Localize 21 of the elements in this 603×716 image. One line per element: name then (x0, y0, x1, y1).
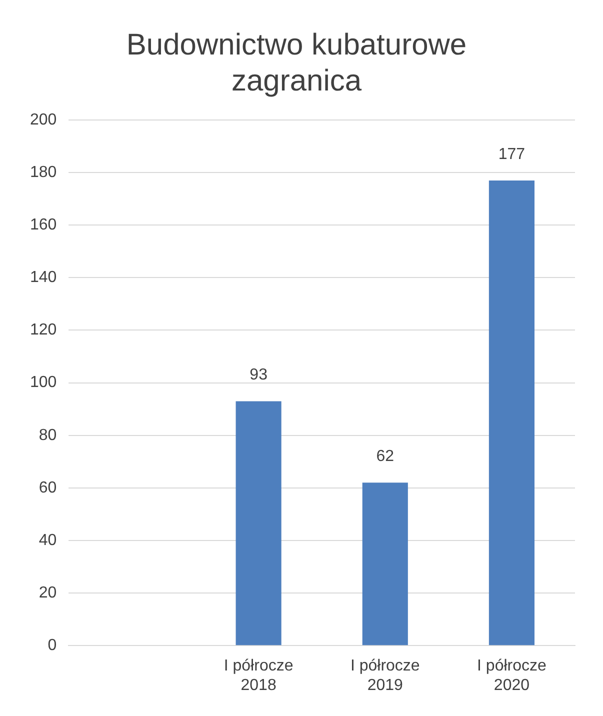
data-label: 177 (498, 146, 526, 163)
y-tick-label: 60 (38, 479, 57, 496)
bar (488, 180, 534, 646)
y-tick-label: 200 (30, 111, 57, 128)
chart-title: Budownictwo kubaturowe zagranica (126, 28, 467, 98)
bar (362, 482, 408, 646)
y-tick-label: 180 (30, 164, 57, 181)
y-tick-label: 140 (30, 269, 57, 286)
x-tick-label: I półrocze 2019 (350, 658, 420, 694)
data-label: 62 (376, 448, 394, 466)
y-tick-label: 80 (38, 426, 57, 444)
x-tick-label: I półrocze 2018 (224, 658, 294, 694)
y-tick-label: 40 (38, 532, 57, 549)
y-tick-label: 160 (30, 216, 57, 234)
data-label: 93 (250, 366, 268, 384)
y-tick-label: 100 (30, 374, 57, 392)
y-tick-label: 20 (38, 584, 57, 602)
y-tick-label: 0 (48, 637, 57, 654)
y-tick-label: 120 (30, 322, 57, 339)
bar (236, 401, 282, 646)
x-tick-label: I półrocze 2020 (477, 658, 546, 694)
